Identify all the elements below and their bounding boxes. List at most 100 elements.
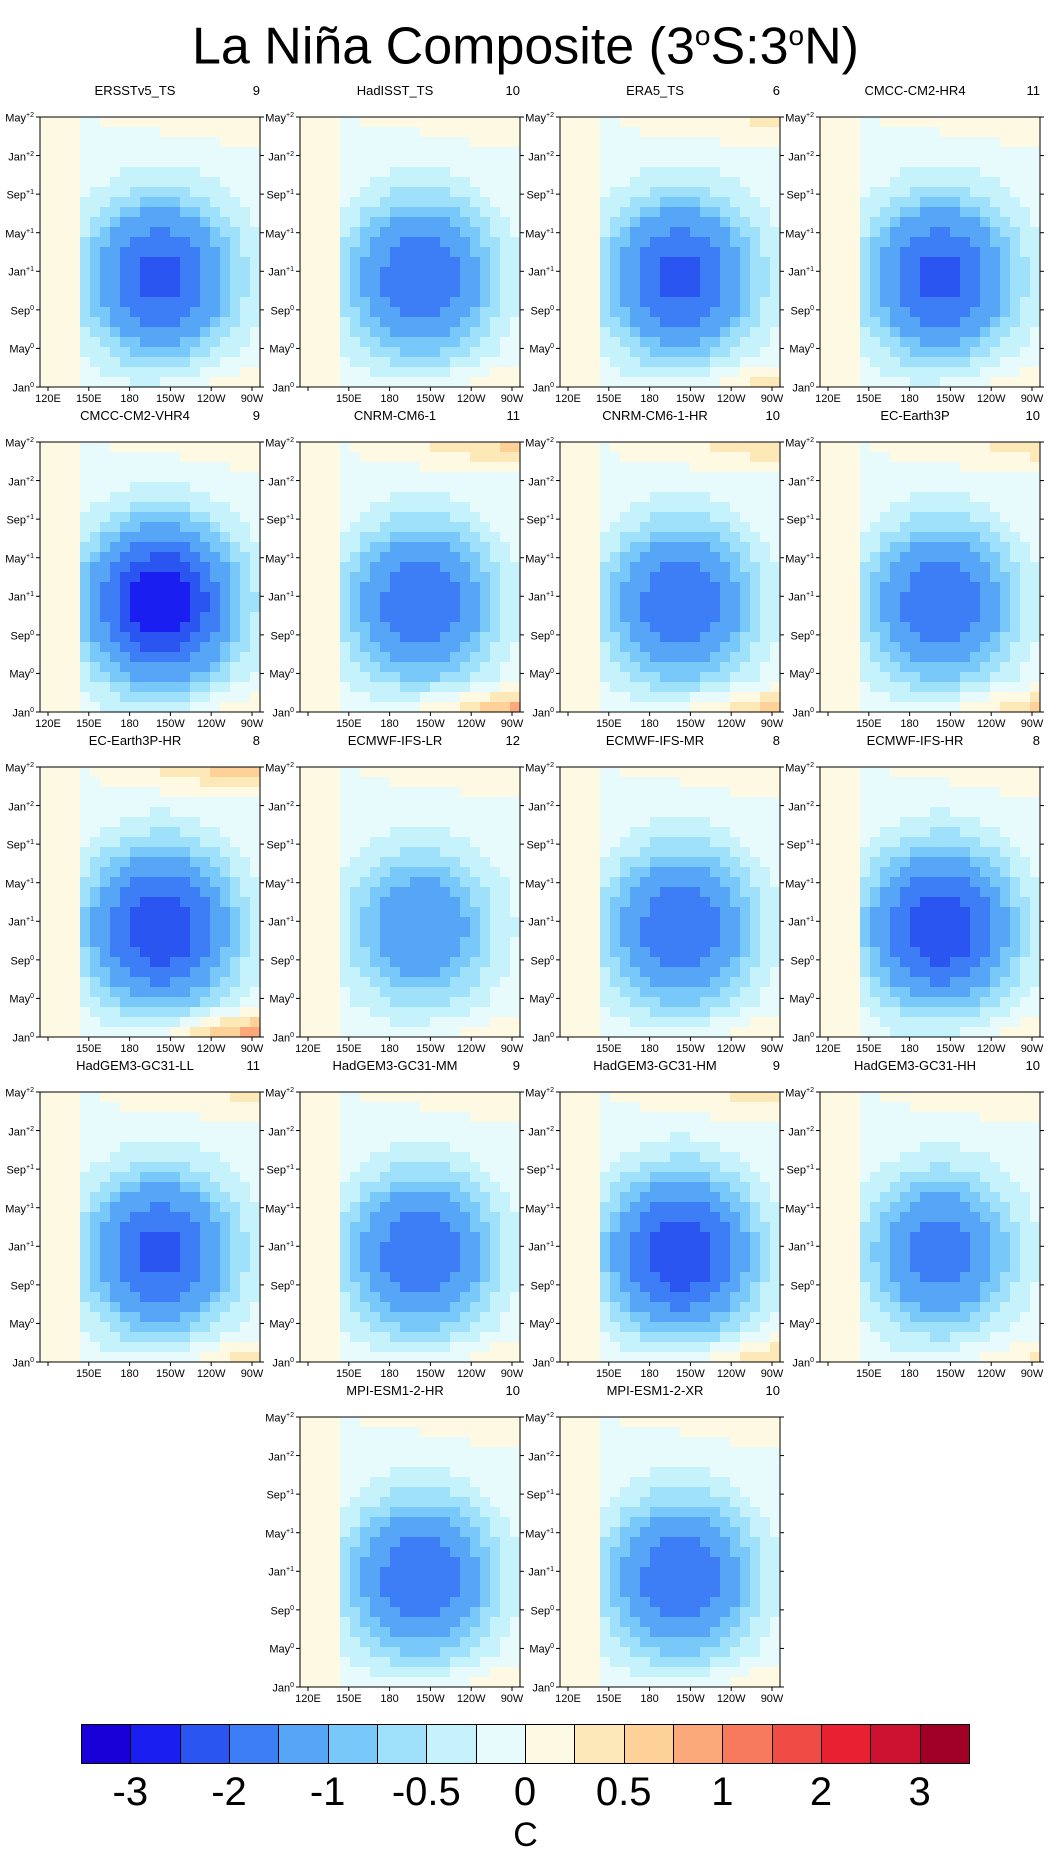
heat-cell [860,582,871,593]
heat-cell [460,442,471,453]
heat-cell [630,297,641,308]
heat-cell [730,622,741,633]
heat-cell [350,452,361,463]
y-tick-month: May [785,113,806,125]
heat-cell [70,317,81,328]
heat-cell [330,147,341,158]
heat-cell [760,227,771,238]
heat-cell [150,177,161,188]
heat-cell [590,197,601,208]
heat-cell [660,117,671,128]
y-tick-label: Jan+2 [260,474,294,489]
heat-cell [620,612,631,623]
heat-cell [1020,622,1031,633]
heat-cell [70,167,81,178]
heat-cell [240,207,251,218]
heat-cell [450,147,461,158]
heat-cell [630,177,641,188]
heat-cell [320,592,331,603]
heat-cell [610,327,621,338]
heat-cell [1030,177,1041,188]
heat-cell [600,237,611,248]
heat-cell [910,582,921,593]
heat-cell [190,327,201,338]
heat-cell [230,167,241,178]
x-tick-label: 120W [711,718,751,730]
heat-cell [200,167,211,178]
heat-cell [850,462,861,473]
heat-cell [750,702,761,713]
y-tick-year: +1 [806,266,814,273]
x-tick-label: 150E [849,393,889,405]
heat-cell [840,187,851,198]
heat-cell [380,592,391,603]
heat-cell [500,452,511,463]
heat-cell [740,572,751,583]
heat-cell [840,227,851,238]
heat-cell [510,592,521,603]
heat-cell [920,512,931,523]
heat-cell [650,682,661,693]
heat-cell [830,357,841,368]
heat-cell [420,702,431,713]
heat-cell [490,462,501,473]
heat-cell [250,442,261,453]
heat-cell [230,682,241,693]
heat-cell [190,287,201,298]
heat-cell [890,442,901,453]
heat-cell [920,177,931,188]
heat-cell [300,217,311,228]
heat-cell [930,582,941,593]
heat-cell [320,502,331,513]
heat-cell [110,452,121,463]
heat-cell [230,542,241,553]
heat-cell [580,482,591,493]
heat-cell [830,592,841,603]
heat-cell [50,652,61,663]
heat-cell [390,137,401,148]
heat-cell [190,572,201,583]
heat-cell [660,367,671,378]
heat-cell [870,522,881,533]
heat-cell [330,227,341,238]
heat-cell [690,287,701,298]
heat-cell [480,137,491,148]
heat-cell [720,177,731,188]
heat-cell [340,177,351,188]
heat-cell [1030,492,1041,503]
heat-cell [600,592,611,603]
heat-cell [760,492,771,503]
heat-cell [850,227,861,238]
heat-cell [130,562,141,573]
heat-cell [410,197,421,208]
heat-cell [370,642,381,653]
heat-cell [560,442,571,453]
heat-cell [730,662,741,673]
heat-cell [900,502,911,513]
heat-cell [210,207,221,218]
heat-cell [80,512,91,523]
y-tick-year: +1 [286,514,294,521]
heat-cell [90,127,101,138]
heat-cell [450,217,461,228]
heat-cell [510,347,521,358]
heat-cell [610,562,621,573]
heat-cell [730,267,741,278]
heat-cell [150,247,161,258]
heat-cell [50,337,61,348]
heat-cell [840,462,851,473]
heat-cell [370,317,381,328]
heat-cell [910,632,921,643]
heat-cell [720,167,731,178]
heat-cell [770,702,781,713]
heat-cell [720,642,731,653]
heat-cell [920,257,931,268]
heat-cell [220,522,231,533]
heat-cell [40,127,51,138]
heat-cell [570,692,581,703]
heat-cell [200,542,211,553]
heat-cell [730,347,741,358]
heat-cell [890,197,901,208]
heat-cell [610,167,621,178]
heat-cell [480,512,491,523]
